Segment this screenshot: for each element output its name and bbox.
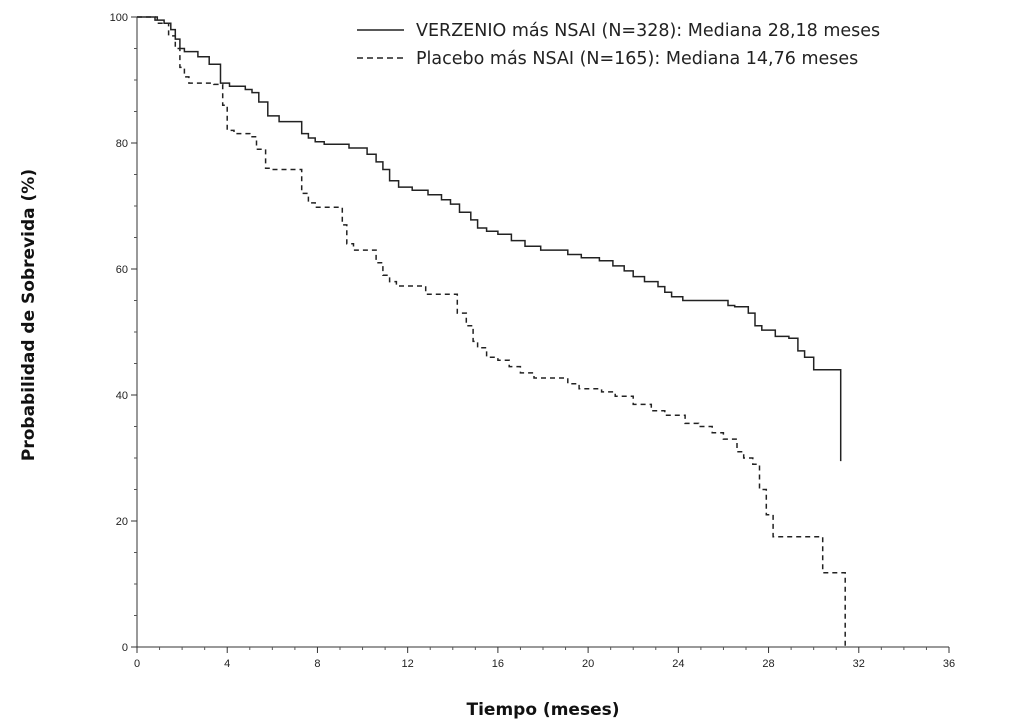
x-tick-label: 24 bbox=[672, 658, 684, 670]
x-tick-label: 20 bbox=[582, 658, 594, 670]
y-tick-label: 20 bbox=[116, 516, 128, 528]
x-tick-label: 12 bbox=[402, 658, 414, 670]
x-tick-label: 16 bbox=[492, 658, 504, 670]
x-tick-label: 4 bbox=[224, 658, 230, 670]
x-tick-label: 28 bbox=[762, 658, 774, 670]
x-tick-label: 32 bbox=[853, 658, 865, 670]
y-axis-title: Probabilidad de Sobrevida (%) bbox=[19, 169, 39, 461]
legend: VERZENIO más NSAI (N=328): Mediana 28,18… bbox=[357, 21, 880, 69]
y-tick-label: 80 bbox=[116, 138, 128, 150]
legend-label-verzenio: VERZENIO más NSAI (N=328): Mediana 28,18… bbox=[416, 21, 880, 41]
y-tick-label: 100 bbox=[110, 12, 128, 24]
series-layer bbox=[137, 16, 846, 647]
legend-label-placebo: Placebo más NSAI (N=165): Mediana 14,76 … bbox=[416, 49, 858, 69]
series-line-placebo bbox=[137, 16, 846, 647]
x-tick-label: 8 bbox=[314, 658, 320, 670]
y-tick-label: 60 bbox=[116, 264, 128, 276]
axes-layer bbox=[136, 17, 949, 648]
x-tick-label: 36 bbox=[943, 658, 955, 670]
x-tick-label: 0 bbox=[134, 658, 140, 670]
x-axis-title: Tiempo (meses) bbox=[467, 700, 620, 720]
y-tick-label: 0 bbox=[122, 642, 128, 654]
series-line-verzenio bbox=[137, 16, 842, 462]
y-tick-label: 40 bbox=[116, 390, 128, 402]
ticks-layer: 0 4 8 12 16 20 24 28 32 36 0 20 40 60 80 100 bbox=[110, 12, 955, 670]
